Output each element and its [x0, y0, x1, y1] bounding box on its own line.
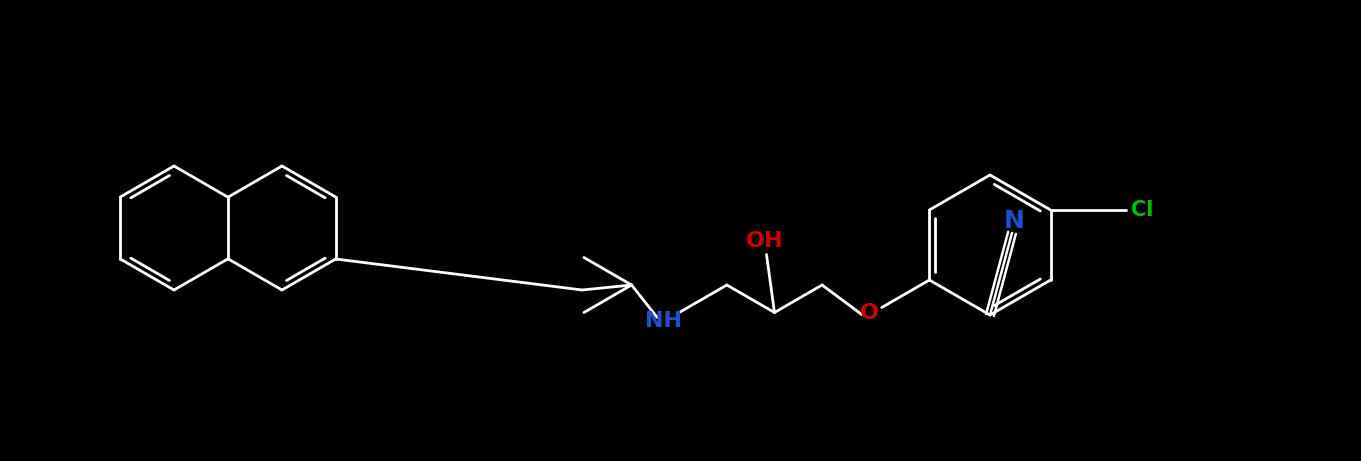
Text: OH: OH	[746, 230, 783, 250]
Text: NH: NH	[645, 311, 682, 331]
Text: O: O	[860, 302, 879, 323]
Text: N: N	[1003, 209, 1025, 233]
Text: Cl: Cl	[1131, 200, 1153, 220]
